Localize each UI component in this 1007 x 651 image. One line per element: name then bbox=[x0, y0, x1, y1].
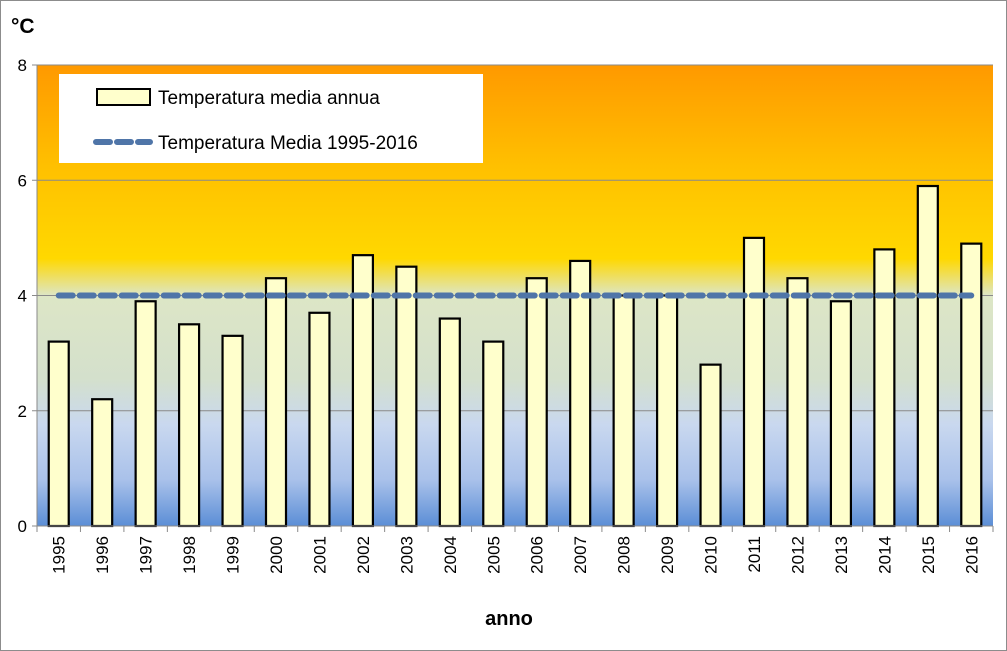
legend-bar-swatch bbox=[96, 88, 151, 106]
x-tick-label: 2011 bbox=[745, 536, 764, 573]
y-tick-label: 6 bbox=[18, 171, 27, 190]
x-tick-label: 2012 bbox=[788, 536, 807, 574]
bar-1996 bbox=[91, 398, 114, 528]
x-tick-label: 1997 bbox=[137, 536, 156, 574]
y-tick-label: 2 bbox=[18, 402, 27, 421]
x-tick-label: 2005 bbox=[484, 536, 503, 574]
bar-2001 bbox=[308, 311, 331, 528]
x-tick-label: 2016 bbox=[962, 536, 981, 574]
x-tick-label: 2009 bbox=[658, 536, 677, 574]
bar-2012 bbox=[786, 277, 809, 528]
x-tick-label: 2004 bbox=[441, 536, 460, 574]
bar-2016 bbox=[960, 242, 983, 528]
x-tick-label: 2008 bbox=[615, 536, 634, 574]
bar-2005 bbox=[482, 340, 505, 528]
x-tick-label: 1998 bbox=[180, 536, 199, 574]
x-tick-label: 2014 bbox=[875, 536, 894, 574]
bar-2015 bbox=[916, 184, 939, 528]
x-tick-label: 2015 bbox=[919, 536, 938, 574]
bar-2014 bbox=[873, 248, 896, 528]
x-tick-label: 2001 bbox=[310, 536, 329, 574]
bar-2013 bbox=[829, 300, 853, 528]
x-tick-label: 1999 bbox=[224, 536, 243, 574]
y-tick-label: 8 bbox=[18, 56, 27, 75]
x-tick-label: 2013 bbox=[832, 536, 851, 574]
bar-1998 bbox=[177, 323, 201, 528]
y-tick-label: 0 bbox=[18, 517, 27, 536]
bar-2006 bbox=[525, 277, 548, 528]
bar-1999 bbox=[221, 334, 244, 528]
y-tick-label: 4 bbox=[18, 287, 27, 306]
bar-1995 bbox=[47, 340, 70, 528]
legend: Temperatura media annua Temperatura Medi… bbox=[59, 74, 483, 163]
x-tick-label: 2007 bbox=[571, 536, 590, 574]
bar-2007 bbox=[569, 259, 592, 528]
bar-2009 bbox=[655, 294, 679, 528]
bars bbox=[47, 184, 983, 528]
bar-1997 bbox=[134, 300, 157, 528]
legend-line-label: Temperatura Media 1995-2016 bbox=[158, 133, 418, 154]
x-tick-label: 2000 bbox=[267, 536, 286, 574]
x-tick-label: 2003 bbox=[397, 536, 416, 574]
x-tick-label: 2010 bbox=[702, 536, 721, 574]
x-tick-label: 2002 bbox=[354, 536, 373, 574]
bar-2008 bbox=[612, 294, 635, 528]
bar-2010 bbox=[699, 363, 722, 528]
x-tick-label: 1995 bbox=[50, 536, 69, 574]
axes bbox=[32, 64, 994, 532]
bar-2003 bbox=[395, 265, 418, 528]
bar-2011 bbox=[742, 236, 766, 528]
x-axis-title: anno bbox=[485, 608, 533, 630]
x-tick-label: 1996 bbox=[93, 536, 112, 574]
legend-bar-label: Temperatura media annua bbox=[158, 88, 380, 109]
bar-2004 bbox=[438, 317, 461, 528]
y-axis-unit-label: °C bbox=[11, 15, 35, 38]
x-tick-label: 2006 bbox=[528, 536, 547, 574]
x-tick-labels: 1995 1996 1997 1998 1999 2000 2001 2002 2003 2004… bbox=[50, 536, 982, 574]
bar-2000 bbox=[264, 277, 288, 528]
y-tick-labels: 0 2 4 6 8 bbox=[18, 56, 27, 536]
